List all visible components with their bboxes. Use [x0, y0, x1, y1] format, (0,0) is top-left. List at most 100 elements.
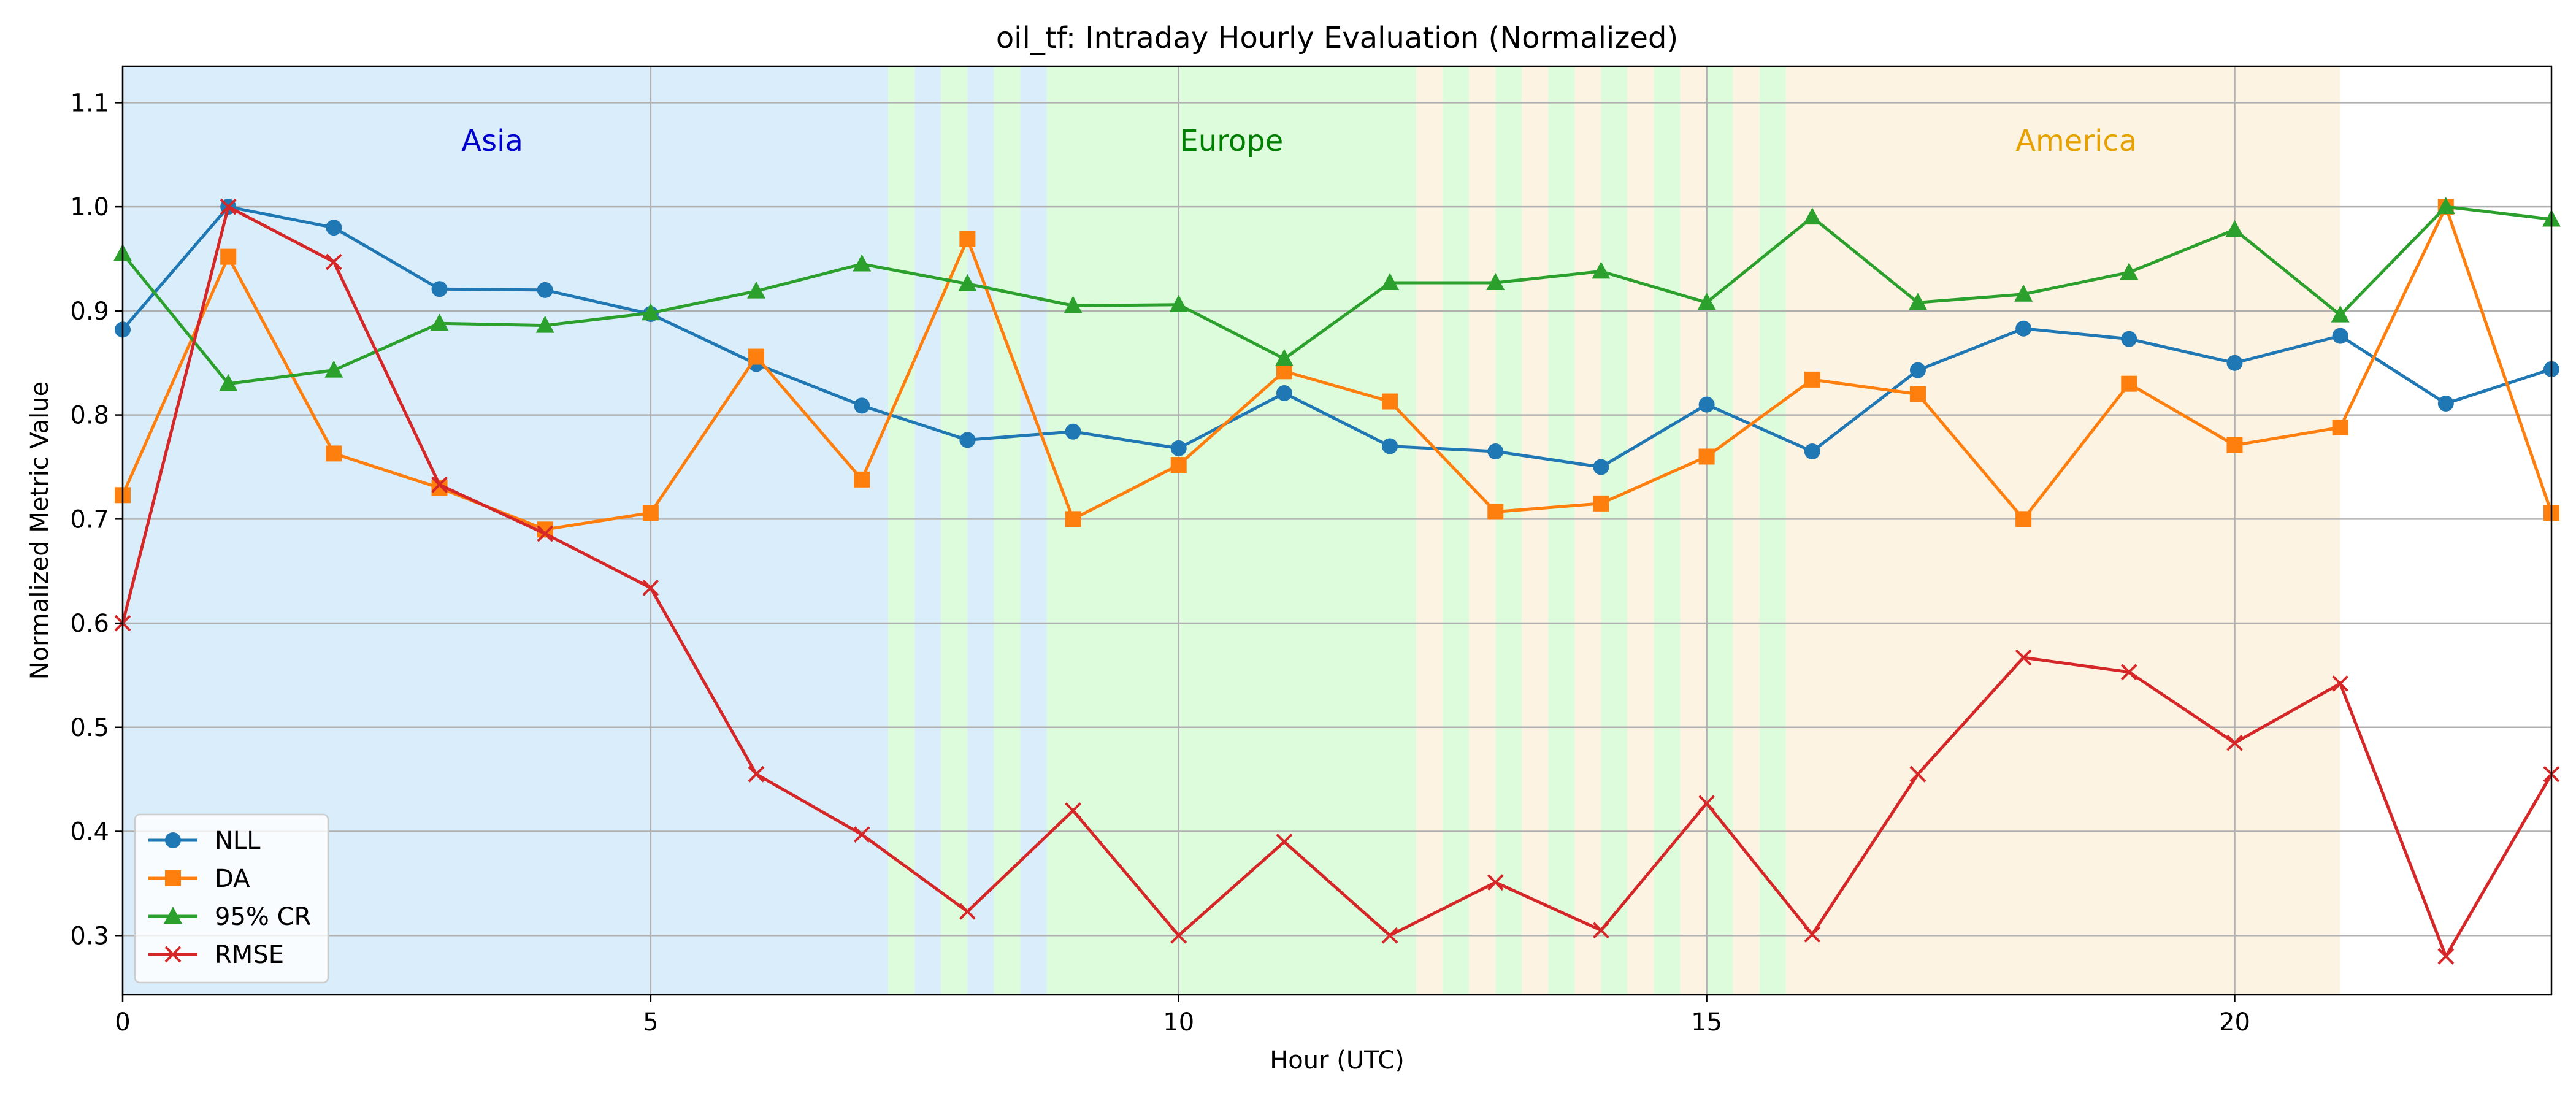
legend-label-95-cr: 95% CR — [215, 903, 311, 931]
point-rmse-6 — [748, 765, 765, 783]
point-rmse-14 — [1593, 922, 1609, 939]
point-95-cr-16 — [1803, 207, 1822, 225]
point-nll-15 — [1698, 396, 1715, 413]
point-rmse-2 — [325, 253, 342, 270]
y-tick-label-1.1: 1.1 — [70, 89, 109, 117]
point-nll-8 — [959, 432, 976, 448]
point-da-17 — [1909, 386, 1926, 402]
point-nll-11 — [1276, 385, 1292, 401]
grid — [121, 66, 2551, 995]
session-span-20 — [1733, 66, 1760, 995]
point-95-cr-14 — [1592, 261, 1611, 279]
point-rmse-12 — [1381, 927, 1398, 944]
point-95-cr-17 — [1908, 293, 1927, 310]
session-span-7 — [1046, 66, 1417, 995]
point-da-5 — [642, 505, 659, 521]
y-tick-label-0.9: 0.9 — [70, 297, 109, 326]
point-rmse-22 — [2437, 948, 2455, 965]
point-rmse-7 — [853, 826, 870, 843]
legend-label-da: DA — [215, 865, 250, 893]
point-nll-18 — [2015, 320, 2032, 337]
session-span-15 — [1601, 66, 1628, 995]
point-rmse-17 — [1909, 765, 1926, 783]
point-da-15 — [1698, 448, 1715, 465]
point-da-21 — [2332, 419, 2348, 435]
session-span-14 — [1574, 66, 1601, 995]
point-rmse-19 — [2120, 664, 2137, 681]
y-tick-label-0.7: 0.7 — [70, 505, 109, 534]
legend-item-95-cr: 95% CR — [148, 903, 311, 931]
legend-marker-rmse — [164, 946, 182, 963]
point-nll-3 — [431, 281, 448, 297]
session-span-5 — [994, 66, 1021, 995]
point-rmse-8 — [959, 903, 976, 920]
point-95-cr-19 — [2120, 263, 2139, 280]
series-95-cr — [113, 197, 2561, 391]
point-95-cr-11 — [1275, 348, 1294, 366]
legend-item-rmse: RMSE — [148, 941, 284, 969]
point-nll-21 — [2332, 328, 2348, 344]
point-nll-22 — [2437, 395, 2454, 412]
y-axis-title: Normalized Metric Value — [26, 381, 54, 680]
y-tick-label-0.8: 0.8 — [70, 402, 109, 430]
point-da-7 — [854, 471, 870, 488]
point-da-13 — [1487, 504, 1504, 520]
point-da-1 — [220, 248, 237, 265]
legend-item-nll: NLL — [148, 827, 261, 855]
point-rmse-1 — [220, 198, 237, 215]
point-da-8 — [959, 231, 976, 247]
x-tick-label-15: 15 — [1691, 1008, 1722, 1037]
session-background — [123, 66, 2340, 995]
session-span-18 — [1680, 66, 1707, 995]
legend-box — [134, 813, 329, 984]
x-tick-label-20: 20 — [2219, 1008, 2250, 1037]
point-95-cr-13 — [1486, 273, 1505, 291]
point-nll-20 — [2226, 355, 2243, 371]
point-nll-19 — [2121, 331, 2137, 347]
legend: NLL DA 95% CR RMSE — [134, 813, 329, 984]
point-da-6 — [748, 348, 765, 365]
region-label-europe: Europe — [1179, 124, 1283, 158]
point-nll-12 — [1382, 438, 1398, 454]
point-rmse-11 — [1276, 834, 1293, 850]
session-span-19 — [1706, 66, 1733, 995]
point-nll-16 — [1804, 443, 1820, 460]
point-nll-14 — [1593, 459, 1609, 475]
legend-marker-95-cr — [164, 907, 182, 924]
series-line-nll — [121, 205, 2552, 469]
point-nll-7 — [854, 397, 870, 414]
legend-marker-nll — [165, 832, 181, 848]
point-rmse-13 — [1487, 874, 1504, 891]
y-tick-label-0.3: 0.3 — [70, 922, 109, 950]
series-nll — [115, 199, 2559, 475]
session-span-2 — [914, 66, 941, 995]
point-95-cr-7 — [853, 254, 872, 272]
series-line-da — [121, 205, 2553, 531]
point-rmse-21 — [2332, 675, 2349, 692]
y-tick-label-0.6: 0.6 — [70, 610, 109, 638]
point-nll-9 — [1065, 423, 1081, 440]
session-span-21 — [1759, 66, 1786, 995]
series-line-rmse — [121, 205, 2553, 958]
y-tick-label-1: 1.0 — [70, 193, 109, 221]
point-nll-4 — [537, 282, 553, 298]
session-span-8 — [1416, 66, 1443, 995]
point-rmse-20 — [2226, 734, 2243, 751]
point-95-cr-1 — [219, 374, 238, 391]
point-nll-17 — [1909, 362, 1926, 378]
point-95-cr-18 — [2014, 284, 2033, 302]
series-rmse — [114, 198, 2560, 965]
point-da-12 — [1382, 393, 1398, 410]
legend-label-rmse: RMSE — [215, 941, 284, 969]
x-tick-label-10: 10 — [1163, 1008, 1194, 1037]
y-tick-label-0.4: 0.4 — [70, 818, 109, 846]
point-95-cr-10 — [1169, 294, 1188, 312]
session-span-13 — [1548, 66, 1575, 995]
point-95-cr-22 — [2436, 197, 2455, 215]
session-span-12 — [1522, 66, 1549, 995]
point-rmse-5 — [642, 579, 659, 596]
point-rmse-15 — [1698, 795, 1715, 812]
session-span-9 — [1443, 66, 1470, 995]
point-95-cr-21 — [2331, 305, 2350, 323]
